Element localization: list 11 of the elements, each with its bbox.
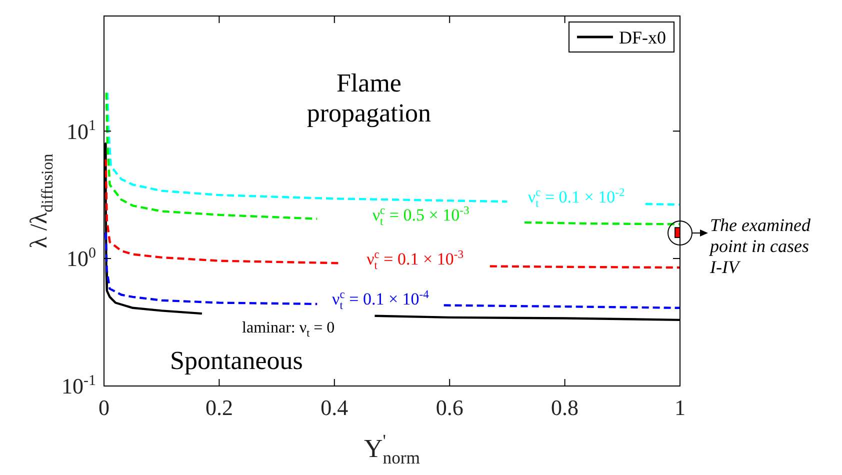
legend-label: DF-x0	[618, 27, 666, 48]
annotation: Flame propagation	[306, 68, 432, 128]
annotation: The examined point in cases I-IV	[708, 214, 812, 277]
x-tick-label: 0.8	[551, 394, 579, 420]
x-tick-label: 0.6	[436, 394, 464, 420]
x-tick-label: 0.2	[205, 394, 233, 420]
y-axis-title: λ /λdiffusion	[26, 154, 56, 248]
x-tick-label: 0	[98, 394, 110, 420]
annotation: Spontaneous	[170, 346, 303, 376]
x-tick-label: 1	[674, 394, 686, 420]
x-tick-label: 0.4	[320, 394, 348, 420]
